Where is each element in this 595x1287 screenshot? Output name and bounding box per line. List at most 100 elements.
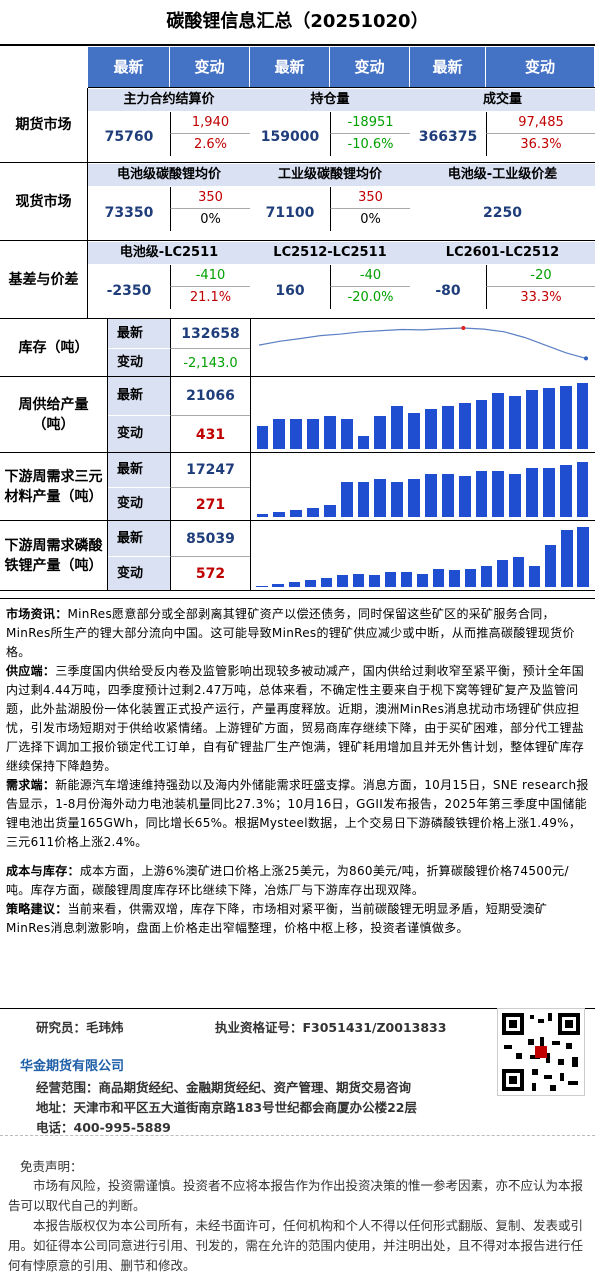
spot-value-3: 2250 <box>483 205 522 221</box>
ternary-latest-label: 最新 <box>116 462 143 477</box>
lfp-bar <box>416 573 429 587</box>
basis-col-1-title: 电池级-LC2511 <box>88 242 250 264</box>
futures-change-abs-2: -18951 <box>330 112 410 134</box>
futures-col-1-title: 主力合约结算价 <box>88 89 250 111</box>
ternary-label: 下游周需求三元材料产量（吨） <box>0 453 108 521</box>
futures-col-3-title: 成交量 <box>410 89 595 111</box>
ternary-bar <box>576 461 589 517</box>
section-divider <box>88 162 595 163</box>
stock-label: 库存（吨） <box>0 319 108 377</box>
chart-divider <box>250 453 251 521</box>
supply-bar <box>323 416 336 449</box>
supply-change-label: 变动 <box>116 426 143 441</box>
ternary-bar <box>340 482 353 517</box>
commentary-heading: 市场资讯： <box>6 607 68 621</box>
phone: 电话：400-995-5889 <box>36 1120 171 1135</box>
spot-change-abs-1: 350 <box>170 187 250 209</box>
spot-change-pct-2: 0% <box>330 209 410 231</box>
lfp-change-label: 变动 <box>116 565 143 581</box>
spot-col-3-title: 电池级-工业级价差 <box>410 164 595 186</box>
spot-value-1: 73350 <box>104 205 154 221</box>
commentary-body: 三季度国内供给受反内卷及监管影响出现较多被动减产，国内供给过剩收窄至紧平衡，预计… <box>6 664 585 773</box>
supply-bar-chart <box>254 381 591 449</box>
lfp-bar <box>432 569 445 587</box>
supply-bar <box>458 402 471 449</box>
chart-divider <box>250 377 251 453</box>
spot-col-1-title: 电池级碳酸锂均价 <box>88 164 250 186</box>
supply-bar <box>391 406 404 449</box>
commentary-body: 成本方面，上游6%澳矿进口价格上涨25美元，为860美元/吨，折算碳酸锂价格74… <box>6 864 569 897</box>
header-row: 最新 变动 最新 变动 最新 变动 <box>0 44 595 88</box>
chart-divider <box>250 521 251 591</box>
lfp-bar <box>545 545 557 587</box>
supply-bar <box>509 396 522 449</box>
ternary-change-value: 271 <box>170 487 250 521</box>
ternary-bar <box>391 482 404 517</box>
header-latest-1: 最新 <box>88 47 170 87</box>
commentary-paragraph: 市场资讯：MinRes愿意部分或全部剥离其锂矿资产以偿还债务，同时保留这些矿区的… <box>6 605 589 662</box>
basis-col-2-title: LC2512-LC2511 <box>250 242 410 264</box>
basis-change-pct-3: 33.3% <box>486 287 595 309</box>
spot-change-abs-2: 350 <box>330 187 410 209</box>
lfp-bar <box>256 585 268 587</box>
commentary-paragraph: 需求端：新能源汽车增速维持强劲以及海内外储能需求旺盛支撑。消息方面，10月15日… <box>6 776 589 852</box>
disclaimer-1: 市场有风险，投资需谨慎。投资者不应将本报告作为作出投资决策的惟一参考因素，亦不应… <box>8 1178 584 1213</box>
ternary-bar <box>425 473 437 517</box>
lfp-bar <box>352 573 364 587</box>
lfp-bar <box>465 569 477 587</box>
lfp-latest-label: 最新 <box>116 530 143 546</box>
basis-value-2: 160 <box>275 283 305 299</box>
stock-trend-max-point <box>461 326 466 330</box>
lfp-bar <box>304 579 316 587</box>
supply-bar <box>357 435 370 449</box>
lfp-bar <box>368 575 380 587</box>
lfp-bar <box>336 575 348 587</box>
supply-bar <box>408 412 420 449</box>
supply-label: 周供给产量（吨） <box>0 377 108 453</box>
supply-bar <box>492 392 505 449</box>
footer-divider <box>0 1135 595 1136</box>
commentary-body: 当前来看，供需双增，库存下降，市场相对紧平衡，当前碳酸锂无明显矛盾，短期受澳矿M… <box>6 902 548 935</box>
qr-code <box>497 1008 585 1096</box>
commentary-heading: 供应端： <box>6 664 56 678</box>
section-divider <box>0 520 595 521</box>
futures-change-pct-3: 36.3% <box>486 134 595 156</box>
ternary-bar <box>323 505 336 517</box>
supply-bar <box>307 419 319 449</box>
ternary-latest-value: 17247 <box>170 453 250 487</box>
lfp-bar <box>513 557 525 587</box>
commentary-heading: 需求端： <box>6 778 56 792</box>
business-scope: 经营范围：商品期货经纪、金融期货经纪、资产管理、期货交易咨询 <box>36 1080 412 1095</box>
ternary-bar <box>290 510 302 517</box>
section-divider <box>0 590 595 591</box>
header-change-1: 变动 <box>170 47 250 87</box>
basis-change-abs-2: -40 <box>330 265 410 287</box>
stock-latest-label: 最新 <box>116 325 143 341</box>
supply-change-value: 431 <box>170 415 250 453</box>
supply-bar <box>290 419 302 449</box>
lfp-label: 下游周需求磷酸铁锂产量（吨） <box>0 521 108 591</box>
ternary-bar <box>526 467 538 517</box>
ternary-bar <box>542 467 555 517</box>
lfp-bar <box>561 530 573 587</box>
supply-bar <box>256 425 269 449</box>
spot-col-2-title: 工业级碳酸锂均价 <box>250 164 410 186</box>
supply-bar <box>441 406 454 449</box>
header-change-3: 变动 <box>486 47 595 87</box>
basis-change-pct-2: -20.0% <box>330 287 410 309</box>
section-divider <box>0 452 595 453</box>
supply-bar <box>526 389 538 449</box>
spot-label: 现货市场 <box>0 163 88 241</box>
supply-bar <box>425 409 437 449</box>
lfp-bar <box>384 572 396 587</box>
stock-change-value: -2,143.0 <box>170 348 250 377</box>
ternary-bar <box>559 464 572 517</box>
basis-label: 基差与价差 <box>0 241 88 319</box>
company-name: 华金期货有限公司 <box>20 1059 125 1074</box>
lfp-bar <box>320 578 332 587</box>
disclaimer-title: 免责声明： <box>20 1159 83 1174</box>
lfp-bar <box>529 566 541 587</box>
ternary-bar <box>256 514 269 517</box>
lfp-bar <box>448 570 461 587</box>
ternary-bar <box>475 470 488 517</box>
